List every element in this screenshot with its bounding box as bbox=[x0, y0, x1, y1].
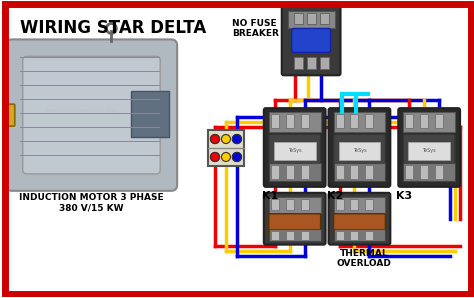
FancyBboxPatch shape bbox=[282, 7, 340, 75]
Bar bbox=[403, 112, 455, 132]
Bar bbox=[336, 165, 344, 179]
Bar bbox=[420, 165, 428, 179]
Bar bbox=[336, 199, 344, 210]
Text: K2: K2 bbox=[327, 191, 343, 201]
FancyBboxPatch shape bbox=[23, 56, 160, 174]
Bar bbox=[301, 231, 309, 240]
Bar bbox=[301, 114, 309, 128]
Circle shape bbox=[221, 135, 230, 144]
Circle shape bbox=[210, 153, 219, 162]
Bar bbox=[307, 13, 316, 24]
Text: NO FUSE
BREAKER: NO FUSE BREAKER bbox=[232, 19, 279, 38]
Text: THERMAL
OVERLOAD: THERMAL OVERLOAD bbox=[337, 249, 392, 268]
FancyBboxPatch shape bbox=[334, 214, 385, 236]
Bar bbox=[269, 163, 320, 181]
FancyBboxPatch shape bbox=[0, 104, 15, 126]
Bar bbox=[405, 114, 413, 128]
Bar bbox=[403, 163, 455, 181]
Bar bbox=[288, 10, 335, 29]
Bar bbox=[435, 165, 443, 179]
Text: TeSys: TeSys bbox=[288, 148, 301, 153]
Bar bbox=[334, 112, 385, 132]
Bar bbox=[301, 199, 309, 210]
Bar bbox=[435, 114, 443, 128]
FancyBboxPatch shape bbox=[269, 134, 320, 168]
Bar bbox=[319, 13, 328, 24]
FancyBboxPatch shape bbox=[292, 29, 330, 52]
Bar bbox=[271, 199, 279, 210]
FancyBboxPatch shape bbox=[264, 193, 326, 245]
FancyBboxPatch shape bbox=[328, 108, 390, 187]
Bar bbox=[271, 165, 279, 179]
Bar bbox=[208, 130, 244, 166]
Bar bbox=[408, 142, 450, 160]
Text: K3: K3 bbox=[396, 191, 412, 201]
Bar bbox=[365, 114, 374, 128]
Circle shape bbox=[221, 153, 230, 162]
Bar bbox=[350, 114, 358, 128]
FancyBboxPatch shape bbox=[403, 134, 455, 168]
Bar bbox=[301, 165, 309, 179]
Bar bbox=[336, 231, 344, 240]
Bar bbox=[365, 231, 374, 240]
Bar bbox=[350, 199, 358, 210]
Bar bbox=[350, 165, 358, 179]
FancyBboxPatch shape bbox=[264, 108, 326, 187]
Bar bbox=[307, 57, 316, 69]
Bar bbox=[365, 199, 374, 210]
FancyBboxPatch shape bbox=[6, 39, 177, 191]
Bar bbox=[294, 13, 303, 24]
Bar bbox=[420, 114, 428, 128]
Bar bbox=[334, 229, 385, 241]
Bar bbox=[286, 199, 294, 210]
Text: WIRING STAR DELTA: WIRING STAR DELTA bbox=[20, 18, 206, 37]
Bar bbox=[365, 165, 374, 179]
Bar bbox=[286, 165, 294, 179]
Bar bbox=[338, 142, 380, 160]
Bar bbox=[269, 229, 320, 241]
Bar bbox=[405, 165, 413, 179]
Bar bbox=[269, 197, 320, 213]
Bar bbox=[269, 112, 320, 132]
Bar bbox=[319, 57, 328, 69]
FancyBboxPatch shape bbox=[398, 108, 460, 187]
Text: K1: K1 bbox=[262, 191, 278, 201]
Bar bbox=[286, 114, 294, 128]
FancyBboxPatch shape bbox=[334, 134, 385, 168]
Bar bbox=[350, 231, 358, 240]
Bar bbox=[271, 231, 279, 240]
Text: TeSys: TeSys bbox=[353, 148, 366, 153]
Bar bbox=[334, 197, 385, 213]
Circle shape bbox=[210, 135, 219, 144]
Bar bbox=[294, 57, 303, 69]
Bar bbox=[271, 114, 279, 128]
Bar bbox=[131, 91, 169, 137]
Bar bbox=[336, 114, 344, 128]
FancyBboxPatch shape bbox=[269, 214, 320, 236]
Bar bbox=[274, 142, 316, 160]
Text: www.electric-mechanic.blog: www.electric-mechanic.blog bbox=[45, 108, 118, 113]
Text: TeSys: TeSys bbox=[422, 148, 436, 153]
Circle shape bbox=[232, 153, 241, 162]
FancyBboxPatch shape bbox=[328, 193, 390, 245]
Text: INDUCTION MOTOR 3 PHASE
380 V/15 KW: INDUCTION MOTOR 3 PHASE 380 V/15 KW bbox=[19, 193, 164, 212]
Bar bbox=[334, 163, 385, 181]
Bar bbox=[286, 231, 294, 240]
Circle shape bbox=[232, 135, 241, 144]
